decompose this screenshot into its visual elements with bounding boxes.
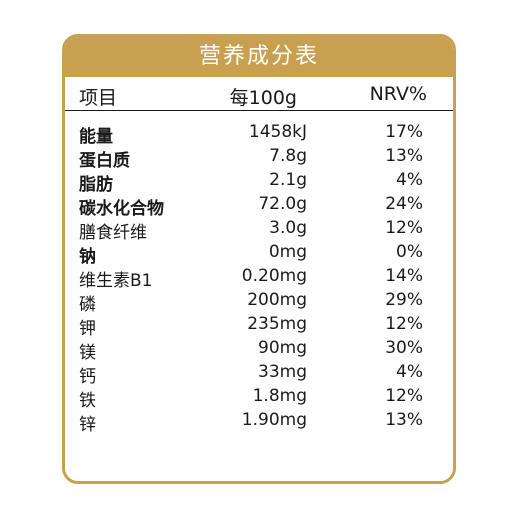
- nutrient-name: 钾: [79, 319, 96, 339]
- nutrient-name: 磷: [79, 295, 96, 315]
- table-row: 膳食纤维 3.0g 12%: [65, 215, 453, 243]
- nutrient-nrv: 14%: [385, 266, 423, 286]
- nutrient-nrv: 4%: [396, 170, 423, 190]
- nutrient-name: 镁: [79, 343, 96, 363]
- table-row: 能量 1458kJ 17%: [65, 119, 453, 147]
- table-title: 营养成分表: [65, 37, 453, 77]
- table-row: 钙 33mg 4%: [65, 359, 453, 387]
- nutrition-facts-panel: 营养成分表 项目 每100g NRV% 能量 1458kJ 17% 蛋白质 7.…: [62, 34, 456, 484]
- nutrient-nrv: 17%: [385, 122, 423, 142]
- nutrient-value: 0mg: [268, 242, 307, 262]
- nutrient-name: 锌: [79, 415, 96, 435]
- table-row: 铁 1.8mg 12%: [65, 383, 453, 411]
- nutrient-name: 脂肪: [79, 175, 113, 195]
- table-row: 碳水化合物 72.0g 24%: [65, 191, 453, 219]
- table-row: 脂肪 2.1g 4%: [65, 167, 453, 195]
- table-row: 蛋白质 7.8g 13%: [65, 143, 453, 171]
- nutrient-name: 蛋白质: [79, 151, 130, 171]
- nutrient-value: 0.20mg: [241, 266, 307, 286]
- table-row: 钾 235mg 12%: [65, 311, 453, 339]
- nutrient-nrv: 13%: [385, 146, 423, 166]
- nutrient-name: 钠: [79, 247, 96, 267]
- nutrient-nrv: 13%: [385, 410, 423, 430]
- nutrient-nrv: 12%: [385, 314, 423, 334]
- column-header-row: 项目 每100g NRV%: [65, 77, 453, 111]
- nutrient-value: 200mg: [247, 290, 307, 310]
- table-row: 磷 200mg 29%: [65, 287, 453, 315]
- nutrient-value: 72.0g: [258, 194, 307, 214]
- nutrient-value: 1.8mg: [252, 386, 307, 406]
- table-row: 维生素B1 0.20mg 14%: [65, 263, 453, 291]
- nutrient-nrv: 12%: [385, 386, 423, 406]
- table-row: 镁 90mg 30%: [65, 335, 453, 363]
- nutrient-nrv: 24%: [385, 194, 423, 214]
- nutrient-value: 235mg: [247, 314, 307, 334]
- nutrient-name: 碳水化合物: [79, 199, 164, 219]
- table-row: 钠 0mg 0%: [65, 239, 453, 267]
- nutrient-nrv: 0%: [396, 242, 423, 262]
- nutrient-nrv: 12%: [385, 218, 423, 238]
- nutrient-nrv: 29%: [385, 290, 423, 310]
- nutrient-value: 2.1g: [269, 170, 307, 190]
- column-header-item: 项目: [79, 87, 118, 109]
- nutrient-nrv: 30%: [385, 338, 423, 358]
- nutrient-nrv: 4%: [396, 362, 423, 382]
- table-row: 锌 1.90mg 13%: [65, 407, 453, 435]
- nutrient-value: 1458kJ: [248, 122, 307, 142]
- column-header-per100g: 每100g: [229, 87, 297, 109]
- nutrient-value: 1.90mg: [241, 410, 307, 430]
- nutrient-value: 90mg: [258, 338, 307, 358]
- nutrient-name: 能量: [79, 127, 113, 147]
- nutrient-name: 钙: [79, 367, 96, 387]
- nutrient-name: 膳食纤维: [79, 223, 147, 243]
- column-header-nrv: NRV%: [369, 83, 427, 105]
- nutrient-value: 3.0g: [269, 218, 307, 238]
- nutrient-name: 铁: [79, 391, 96, 411]
- nutrient-value: 7.8g: [269, 146, 307, 166]
- nutrient-name: 维生素B1: [79, 271, 153, 291]
- nutrient-rows: 能量 1458kJ 17% 蛋白质 7.8g 13% 脂肪 2.1g 4% 碳水…: [65, 119, 453, 435]
- nutrient-value: 33mg: [258, 362, 307, 382]
